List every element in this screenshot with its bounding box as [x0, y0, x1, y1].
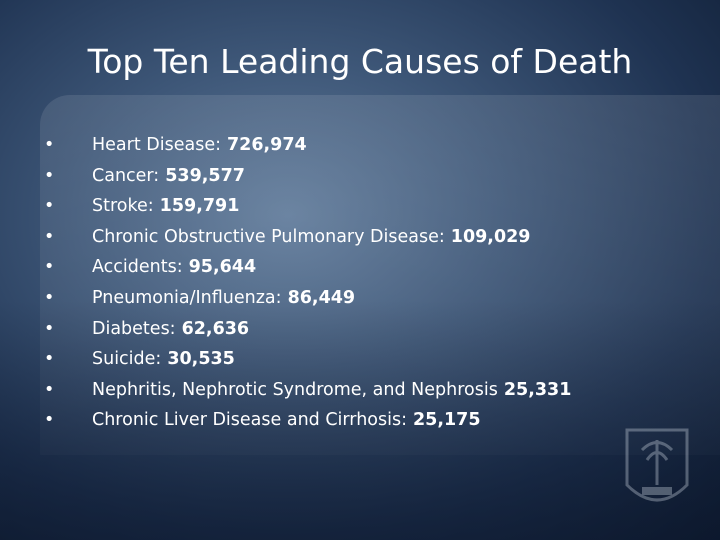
item-value: 726,974: [227, 135, 307, 155]
item-label: Pneumonia/Influenza:: [92, 287, 282, 308]
list-item: Accidents:95,644: [44, 252, 571, 283]
slide-title: Top Ten Leading Causes of Death: [87, 42, 633, 81]
item-label: Chronic Obstructive Pulmonary Disease:: [92, 226, 445, 247]
item-label: Cancer:: [92, 165, 160, 186]
item-value: 159,791: [159, 196, 240, 217]
item-value: 25,175: [412, 410, 481, 431]
list-item: Chronic Liver Disease and Cirrhosis:25,1…: [44, 405, 571, 436]
list-item: Chronic Obstructive Pulmonary Disease:10…: [44, 222, 571, 253]
item-label: Chronic Liver Disease and Cirrhosis:: [92, 410, 407, 431]
list-item: Stroke:159,791: [44, 191, 571, 222]
logo: [625, 428, 689, 502]
item-label: Nephritis, Nephrotic Syndrome, and Nephr…: [92, 379, 498, 400]
list-item: Pneumonia/Influenza:86,449: [44, 283, 571, 314]
item-label: Suicide:: [92, 349, 162, 370]
item-value: 30,535: [167, 349, 235, 370]
item-label: Accidents:: [92, 257, 183, 278]
list-item: Cancer:539,577: [44, 161, 571, 192]
item-label: Diabetes:: [92, 318, 176, 339]
item-value: 86,449: [287, 287, 356, 308]
list-item: Diabetes:62,636: [44, 314, 571, 345]
item-label: Heart Disease:: [92, 135, 221, 155]
item-value: 95,644: [188, 257, 257, 278]
cause-list: Heart Disease:726,974Cancer:539,577Strok…: [44, 130, 571, 436]
item-label: Stroke:: [92, 196, 154, 217]
item-value: 62,636: [181, 318, 250, 339]
item-value: 109,029: [450, 226, 531, 247]
list-item: Suicide:30,535: [44, 344, 571, 375]
list-item: Nephritis, Nephrotic Syndrome, and Nephr…: [44, 375, 571, 406]
item-value: 25,331: [503, 379, 572, 400]
item-value: 539,577: [165, 165, 245, 186]
list-item: Heart Disease: 726,974: [44, 130, 571, 161]
